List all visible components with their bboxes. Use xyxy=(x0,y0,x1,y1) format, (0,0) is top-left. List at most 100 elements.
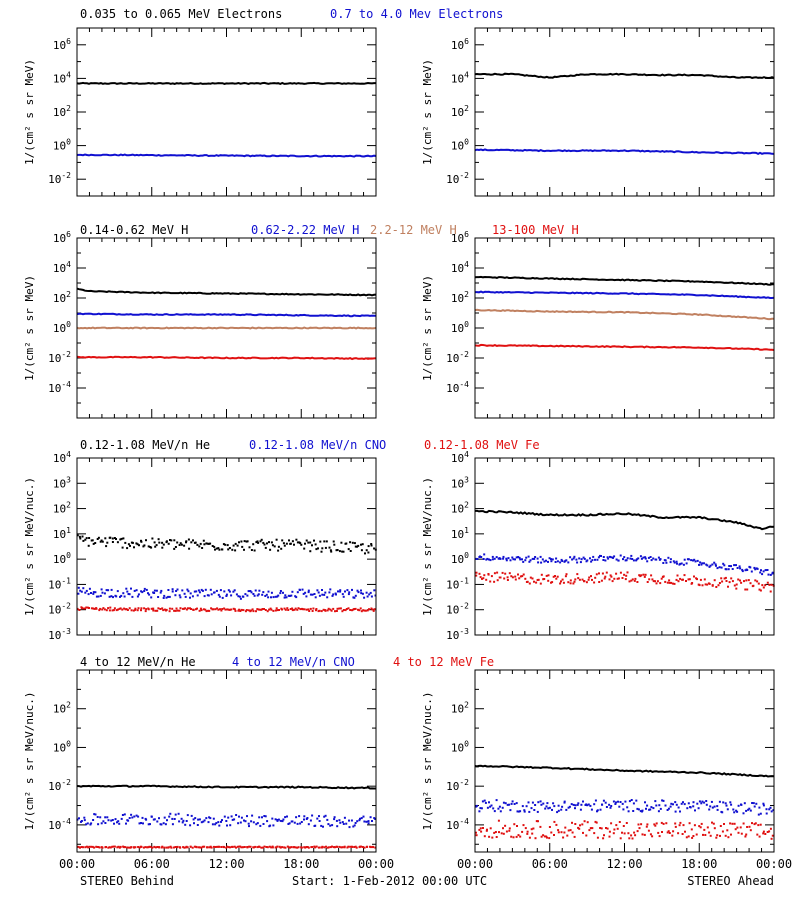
y-axis-label: 1/(cm² s sr MeV/nuc.) xyxy=(23,477,36,616)
series-point xyxy=(119,845,122,848)
series-point xyxy=(218,824,221,827)
series-point xyxy=(104,822,107,824)
series-point xyxy=(526,832,529,835)
series-point xyxy=(628,800,631,803)
series-point xyxy=(579,808,582,811)
series-point xyxy=(345,608,348,610)
series-point xyxy=(563,800,566,803)
series-point xyxy=(679,810,681,813)
series-point xyxy=(651,578,654,581)
series-point xyxy=(300,821,303,823)
series-point xyxy=(624,800,627,803)
series-point xyxy=(475,557,478,560)
series-point xyxy=(365,820,368,823)
series-point xyxy=(281,608,283,611)
series-point xyxy=(688,578,691,581)
series-point xyxy=(569,556,572,559)
series-point xyxy=(367,820,370,823)
series-point xyxy=(215,589,218,592)
series-point xyxy=(706,564,709,567)
series-point xyxy=(657,831,660,834)
series-point xyxy=(603,834,605,837)
series-point xyxy=(263,608,265,610)
series-point xyxy=(602,559,605,561)
series-point xyxy=(762,830,765,833)
series-point xyxy=(492,807,495,810)
series-point xyxy=(179,542,182,545)
series-point xyxy=(609,555,611,558)
series-point xyxy=(577,802,580,805)
series-point xyxy=(705,803,708,806)
y-tick-label: 10-2 xyxy=(446,350,469,365)
series-point xyxy=(170,539,173,542)
row-title-label: 0.12-1.08 MeV/n He xyxy=(80,438,210,452)
series-point xyxy=(490,804,493,807)
series-point xyxy=(527,801,530,804)
series-point xyxy=(112,609,115,612)
series-point xyxy=(123,607,126,610)
series-point xyxy=(104,537,107,540)
series-point xyxy=(582,556,585,559)
series-point xyxy=(747,808,750,811)
series-point xyxy=(496,571,499,574)
series-point xyxy=(720,577,723,580)
series-point xyxy=(713,827,716,830)
series-point xyxy=(293,821,296,824)
series-point xyxy=(667,830,670,833)
series-point xyxy=(536,810,539,813)
series-point xyxy=(658,804,661,807)
series-point xyxy=(128,607,131,610)
series-point xyxy=(281,820,284,823)
series-point xyxy=(357,608,359,611)
series-point xyxy=(531,577,534,580)
series-point xyxy=(126,846,129,849)
series-point xyxy=(161,845,164,848)
series-point xyxy=(174,813,177,816)
series-point xyxy=(332,540,335,543)
series-point xyxy=(270,608,273,611)
series-point xyxy=(153,541,156,544)
series-point xyxy=(587,578,590,581)
y-tick-label: 10-3 xyxy=(446,627,469,642)
series-point xyxy=(685,562,688,565)
series-point xyxy=(230,594,233,597)
series-point xyxy=(639,810,642,813)
series-point xyxy=(714,563,717,566)
series-point xyxy=(88,845,91,848)
series-point xyxy=(201,845,204,848)
series-point xyxy=(687,578,690,581)
series-point xyxy=(576,803,579,806)
series-point xyxy=(553,820,556,823)
series-point xyxy=(215,547,218,550)
series-point xyxy=(92,607,95,610)
series-point xyxy=(283,846,286,849)
series-point xyxy=(757,582,760,585)
series-point xyxy=(303,815,306,818)
series-point xyxy=(234,549,237,552)
series-point xyxy=(102,607,105,610)
series-point xyxy=(178,820,181,823)
series-point xyxy=(349,609,352,611)
series-point xyxy=(251,608,254,611)
series-point xyxy=(246,540,249,543)
series-point xyxy=(770,583,773,586)
y-axis-label: 1/(cm² s sr MeV) xyxy=(421,275,434,381)
series-point xyxy=(83,819,86,822)
series-point xyxy=(295,596,298,599)
series-point xyxy=(343,845,346,848)
series-point xyxy=(182,819,185,822)
series-point xyxy=(724,802,727,805)
series-point xyxy=(114,818,117,821)
series-point xyxy=(342,609,345,611)
series-point xyxy=(163,594,166,597)
series-point xyxy=(166,819,168,822)
series-point xyxy=(771,834,774,837)
series-point xyxy=(274,595,277,598)
series-point xyxy=(699,826,702,829)
series-point xyxy=(202,539,205,542)
series-point xyxy=(138,544,140,547)
series-point xyxy=(571,821,573,824)
series-point xyxy=(605,806,608,808)
series-point xyxy=(263,815,266,817)
series-point xyxy=(187,607,189,610)
